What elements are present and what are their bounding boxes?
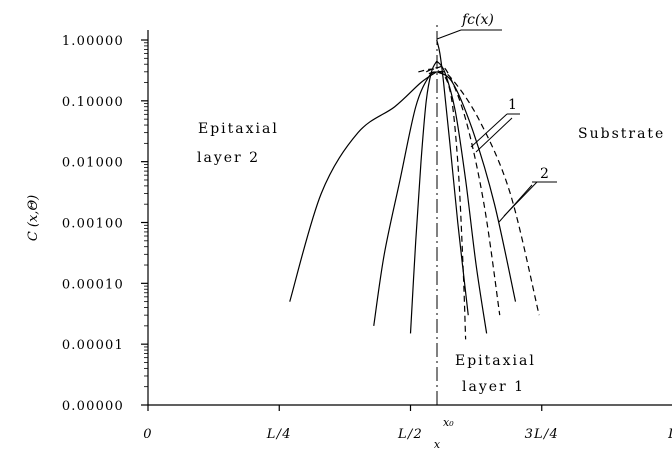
x-tick-label: L — [667, 427, 672, 442]
epitaxial-layer-1-line1: Epitaxial — [455, 353, 536, 369]
x-ticks: 0 L/4 L/2 3L/4 L — [143, 405, 672, 442]
y-tick-label: 0.01000 — [62, 156, 124, 171]
y-tick-label: 1.00000 — [62, 34, 124, 49]
fc-label: fc(x) — [461, 12, 494, 28]
series-group — [289, 39, 540, 340]
label-1-leader-b — [475, 117, 513, 153]
y-ticks: 1.00000 0.10000 0.01000 0.00100 0.00010 0.000… — [62, 34, 148, 414]
solid-series-line — [373, 71, 438, 326]
solid-series-line — [436, 60, 488, 334]
label-1: 1 — [508, 97, 517, 113]
y-tick-label: 0.10000 — [62, 95, 124, 110]
y-axis-label: C (x,Θ) — [26, 195, 41, 241]
x-tick-label: 3L/4 — [525, 427, 559, 442]
y-tick-label: 0.00001 — [62, 338, 124, 353]
x-axis-label: x — [434, 438, 441, 450]
x-tick-label: L/4 — [266, 427, 292, 442]
solid-series-line — [436, 71, 517, 302]
x-tick-label: L/2 — [397, 427, 423, 442]
x0-label: x₀ — [443, 416, 454, 429]
solid-series-line — [409, 60, 438, 334]
dashed-series-line — [418, 68, 467, 340]
label-2: 2 — [540, 166, 549, 182]
epitaxial-layer-1-line2: layer 1 — [462, 379, 525, 395]
y-tick-label: 0.00100 — [62, 217, 124, 232]
epitaxial-layer-2-line1: Epitaxial — [198, 121, 279, 137]
label-1-leader — [470, 113, 508, 148]
x-tick-label: 0 — [143, 427, 152, 442]
y-tick-label: 0.00010 — [62, 277, 124, 292]
y-tick-label: 0.00000 — [62, 399, 124, 414]
dashed-series-line — [428, 70, 540, 316]
substrate-label: Substrate — [578, 126, 665, 142]
solid-series-line — [436, 39, 469, 316]
solid-series-line — [289, 71, 438, 302]
fc-leader-line — [436, 29, 462, 40]
annotations: fc(x) 1 2 Epitaxial layer 2 Substrate Ep… — [197, 12, 665, 395]
axes — [147, 30, 672, 406]
label-2-leader-b — [503, 181, 538, 217]
epitaxial-layer-2-line2: layer 2 — [197, 150, 260, 166]
